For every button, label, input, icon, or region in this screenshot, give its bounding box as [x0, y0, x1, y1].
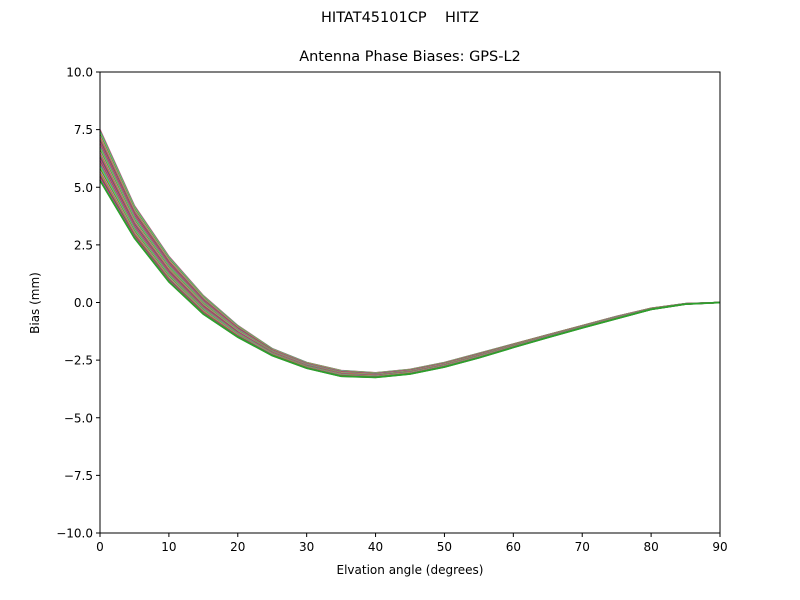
bias-line	[99, 167, 721, 378]
y-tick-label: −10.0	[56, 527, 93, 541]
bias-line	[99, 151, 721, 376]
y-tick-label: 7.5	[74, 123, 93, 137]
bias-line	[99, 179, 721, 379]
bias-line	[99, 168, 721, 378]
bias-line	[99, 154, 721, 377]
y-tick-label: 10.0	[66, 66, 93, 80]
bias-line	[99, 172, 721, 378]
bias-line	[99, 165, 721, 377]
y-tick-label: −2.5	[64, 354, 93, 368]
bias-line	[99, 170, 721, 378]
bias-line	[99, 133, 721, 374]
x-tick-label: 90	[712, 540, 727, 554]
bias-line	[99, 134, 721, 375]
x-tick-label: 80	[643, 540, 658, 554]
bias-line	[99, 145, 721, 376]
bias-line	[99, 162, 721, 377]
bias-line	[99, 176, 721, 378]
bias-line	[99, 149, 721, 376]
y-tick-label: −5.0	[64, 411, 93, 425]
bias-line	[99, 141, 721, 375]
bias-line	[99, 178, 721, 379]
bias-line	[99, 142, 721, 375]
x-tick-label: 10	[161, 540, 176, 554]
y-tick-label: 2.5	[74, 238, 93, 252]
bias-line	[99, 130, 721, 374]
y-axis-ticks: 10.0 7.5 5.0 2.5 0.0 −2.5 −5.0 −7.5 −10.0	[56, 66, 100, 541]
bias-line	[99, 137, 721, 375]
x-axis-label: Elvation angle (degrees)	[337, 563, 484, 577]
bias-line	[99, 175, 721, 378]
bias-line	[99, 131, 721, 374]
x-tick-label: 50	[437, 540, 452, 554]
x-tick-label: 70	[575, 540, 590, 554]
y-tick-label: −7.5	[64, 469, 93, 483]
x-tick-label: 60	[506, 540, 521, 554]
bias-lines	[99, 129, 721, 379]
bias-line	[99, 173, 721, 378]
y-tick-label: 5.0	[74, 181, 93, 195]
bias-line	[99, 146, 721, 376]
bias-line	[99, 138, 721, 375]
bias-line	[99, 150, 721, 376]
y-tick-label: 0.0	[74, 296, 93, 310]
bias-line	[99, 129, 721, 374]
chart-title: Antenna Phase Biases: GPS-L2	[299, 49, 521, 65]
bias-line	[99, 153, 721, 376]
bias-line	[99, 161, 721, 377]
bias-line	[99, 157, 721, 377]
x-axis-ticks: 0 10 20 30 40 50 60 70 80 90	[96, 533, 728, 554]
bias-line	[99, 179, 721, 379]
bias-line	[99, 156, 721, 377]
bias-line	[99, 164, 721, 377]
x-tick-label: 0	[96, 540, 104, 554]
x-tick-label: 40	[368, 540, 383, 554]
bias-line	[99, 143, 721, 376]
bias-line	[99, 147, 721, 376]
bias-line	[99, 139, 721, 375]
x-tick-label: 20	[230, 540, 245, 554]
y-axis-label: Bias (mm)	[28, 272, 42, 334]
bias-line	[99, 135, 721, 375]
figure-suptitle: HITAT45101CP HITZ	[321, 10, 479, 26]
bias-line	[99, 159, 721, 377]
x-tick-label: 30	[299, 540, 314, 554]
